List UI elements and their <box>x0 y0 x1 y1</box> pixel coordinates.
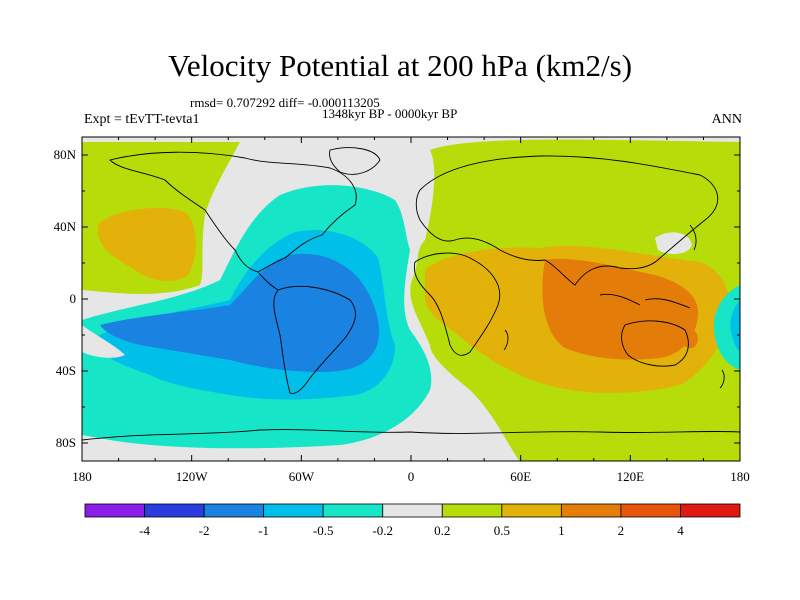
contour-fill-layer <box>82 137 740 461</box>
coast-australia <box>621 320 689 367</box>
colorbar-label: 1 <box>558 523 565 538</box>
coast-new-zealand <box>719 369 725 389</box>
colorbar-label: -0.2 <box>372 523 393 538</box>
colorbar-label: -4 <box>139 523 150 538</box>
coastlines <box>82 147 740 441</box>
contour-zero-northeastasia <box>655 232 692 255</box>
coast-africa <box>413 252 501 356</box>
colorbar-swatch <box>382 503 443 518</box>
y-tick-label: 40N <box>54 219 77 234</box>
contour-neg-0.2-rightedge <box>713 285 740 370</box>
contour-neg-0.5-rightedge <box>730 300 740 352</box>
colorbar-label: 4 <box>677 523 684 538</box>
y-tick-label: 0 <box>70 291 77 306</box>
colorbar-swatch <box>144 503 205 518</box>
colorbar-swatch <box>560 503 622 518</box>
coast-maritime-continent <box>599 293 691 309</box>
colorbar-swatch <box>203 503 265 518</box>
x-tick-label: 60W <box>289 469 315 484</box>
colorbar-swatch <box>680 503 741 518</box>
season-label: ANN <box>711 112 742 127</box>
contour-neg-1-southamerica <box>100 253 380 372</box>
x-tick-label: 180 <box>72 469 92 484</box>
colorbar-label: -2 <box>199 523 210 538</box>
x-tick-label: 120E <box>617 469 645 484</box>
coast-japan <box>689 224 697 251</box>
colorbar-swatch <box>263 503 324 518</box>
x-tick-label: 60E <box>510 469 531 484</box>
colorbar-label: -1 <box>258 523 269 538</box>
chart-title: Velocity Potential at 200 hPa (km2/s) <box>167 48 633 83</box>
contour-zero-southpacific <box>82 325 125 358</box>
x-tick-label: 120W <box>176 469 209 484</box>
colorbar-swatch <box>620 503 681 518</box>
coast-greenland <box>329 147 381 175</box>
colorbar: -4 -2 -1 -0.5 -0.2 0.2 0.5 1 2 4 <box>84 503 741 538</box>
colorbar-label: 0.5 <box>494 523 510 538</box>
experiment-label: Expt = tEvTT-tevta1 <box>84 112 200 127</box>
y-tick-label: 80N <box>54 147 77 162</box>
period-subtitle: 1348kyr BP - 0000kyr BP <box>322 106 458 121</box>
coast-north-america <box>109 151 357 273</box>
coast-central-america <box>257 271 279 291</box>
colorbar-swatch <box>84 503 145 518</box>
colorbar-swatch <box>441 503 503 518</box>
coast-madagascar <box>503 329 509 351</box>
x-tick-label: 0 <box>408 469 415 484</box>
y-tick-label: 40S <box>56 363 76 378</box>
coast-antarctica <box>82 429 740 441</box>
coast-south-america <box>273 285 356 394</box>
x-axis: 180 120W 60W 0 60E 120E 180 <box>72 137 750 484</box>
colorbar-label: -0.5 <box>313 523 334 538</box>
stats-subtitle: rmsd= 0.707292 diff= -0.000113205 <box>190 95 380 110</box>
colorbar-label: 0.2 <box>434 523 450 538</box>
y-tick-label: 80S <box>56 435 76 450</box>
colorbar-swatch <box>322 503 384 518</box>
colorbar-swatch <box>501 503 562 518</box>
x-tick-label: 180 <box>730 469 750 484</box>
contour-pos-1-tropics <box>542 258 699 360</box>
coast-eurasia <box>415 155 719 286</box>
colorbar-label: 2 <box>618 523 625 538</box>
y-axis: 80N 40N 0 40S 80S <box>54 147 740 450</box>
contour-pos-0.5-northpacific <box>97 208 196 282</box>
